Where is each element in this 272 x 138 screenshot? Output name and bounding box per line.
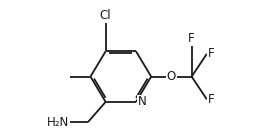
Text: O: O: [167, 70, 176, 83]
Text: N: N: [138, 95, 146, 108]
Text: Cl: Cl: [100, 9, 112, 22]
Text: F: F: [208, 47, 215, 60]
Text: F: F: [208, 93, 215, 106]
Text: H₂N: H₂N: [47, 116, 69, 129]
Text: F: F: [188, 32, 195, 45]
